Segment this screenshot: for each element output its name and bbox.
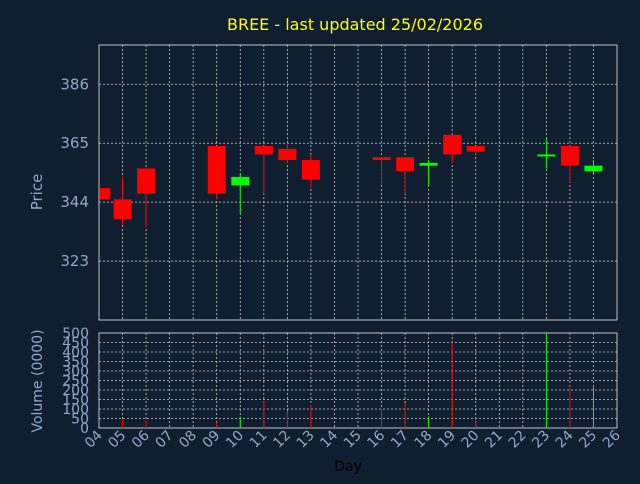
candle — [396, 157, 415, 194]
price-tick-label: 323 — [60, 252, 89, 270]
candle — [207, 146, 226, 200]
price-tick-label: 386 — [60, 75, 89, 93]
candle — [584, 160, 603, 175]
candle-body — [254, 146, 273, 155]
candle-body — [419, 162, 438, 166]
volume-tick-label: 250 — [62, 374, 89, 390]
price-panel: 323 344 365 386 — [60, 44, 618, 321]
candle — [100, 188, 111, 200]
candle-body — [584, 165, 603, 172]
volume-tick-label: 400 — [62, 345, 89, 361]
candle-body — [372, 157, 391, 161]
candle-body — [113, 199, 132, 219]
volume-tick-label: 350 — [62, 355, 89, 371]
volume-tick-label: 450 — [62, 336, 89, 352]
volume-tick-label: 200 — [62, 383, 89, 399]
volume-tick-label: 0 — [80, 421, 89, 437]
price-axis-label: Price — [28, 174, 46, 211]
candle — [372, 157, 391, 186]
candle-body — [207, 146, 226, 194]
x-axis: 04 05 06 07 08 09 10 11 12 13 14 15 16 17 18 19 20 21 22 23… — [82, 427, 624, 451]
candle — [113, 176, 132, 225]
candle — [443, 134, 462, 163]
candle-body — [443, 134, 462, 155]
candle — [537, 137, 556, 169]
candle-body — [231, 176, 250, 186]
candle — [419, 160, 438, 186]
candle-body — [301, 160, 320, 180]
candle-body — [396, 157, 415, 172]
candle — [278, 143, 297, 163]
volume-axis-label: Volume (0000) — [30, 329, 46, 432]
volume-tick-label: 50 — [71, 412, 89, 428]
volume-tick-label: 150 — [62, 393, 89, 409]
price-tick-label: 344 — [60, 193, 89, 211]
volume-tick-label: 500 — [62, 326, 89, 342]
volume-tick-label: 300 — [62, 364, 89, 380]
candle — [466, 146, 485, 155]
candle-body — [537, 154, 556, 157]
candle-body — [137, 168, 156, 194]
candle-body — [466, 146, 485, 152]
chart-title: BREE - last updated 25/02/2026 — [227, 15, 483, 34]
x-axis-label: Day — [334, 459, 362, 475]
candle — [301, 154, 320, 189]
candle — [137, 168, 156, 228]
volume-tick-label: 100 — [62, 402, 89, 418]
candle — [231, 174, 250, 214]
candle — [254, 146, 273, 194]
candle — [560, 146, 579, 183]
candle-body — [100, 188, 111, 200]
candle-body — [560, 146, 579, 166]
price-tick-label: 365 — [60, 134, 89, 152]
candle-body — [278, 148, 297, 161]
